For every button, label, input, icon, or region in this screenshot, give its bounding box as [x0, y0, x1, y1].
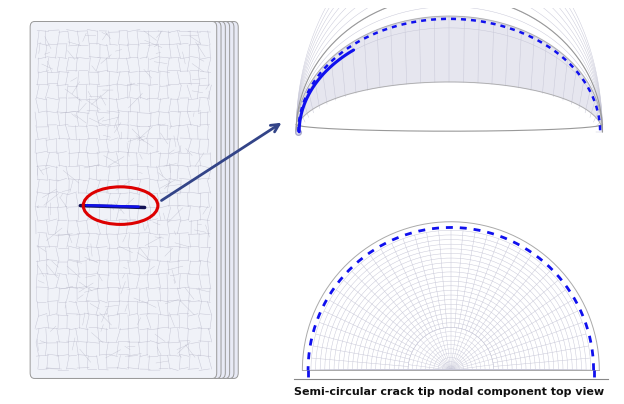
- FancyBboxPatch shape: [30, 21, 217, 379]
- FancyBboxPatch shape: [47, 21, 234, 379]
- FancyBboxPatch shape: [39, 21, 225, 379]
- FancyBboxPatch shape: [52, 21, 238, 379]
- Text: Semi-circular crack tip nodal component top view: Semi-circular crack tip nodal component …: [295, 387, 604, 397]
- FancyBboxPatch shape: [43, 21, 230, 379]
- FancyArrowPatch shape: [162, 124, 279, 200]
- Polygon shape: [296, 16, 602, 132]
- FancyBboxPatch shape: [34, 21, 221, 379]
